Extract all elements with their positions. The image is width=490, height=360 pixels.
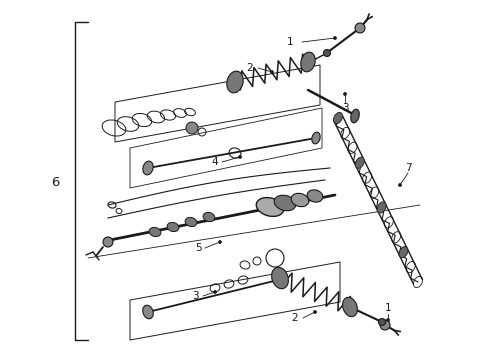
Ellipse shape — [351, 109, 359, 123]
Text: 5: 5 — [195, 243, 201, 253]
Circle shape — [398, 184, 401, 186]
Circle shape — [355, 23, 365, 33]
Text: 3: 3 — [192, 291, 198, 301]
Text: 2: 2 — [246, 63, 253, 73]
Circle shape — [380, 320, 390, 330]
Ellipse shape — [186, 122, 198, 134]
Ellipse shape — [399, 247, 408, 258]
Circle shape — [270, 71, 273, 73]
Ellipse shape — [307, 190, 323, 202]
Ellipse shape — [343, 297, 357, 317]
Ellipse shape — [274, 195, 296, 211]
Circle shape — [343, 93, 346, 95]
Circle shape — [214, 291, 217, 293]
Ellipse shape — [334, 112, 343, 123]
Circle shape — [334, 36, 337, 40]
Circle shape — [323, 49, 330, 57]
Ellipse shape — [291, 193, 309, 207]
Circle shape — [314, 310, 317, 314]
Text: 2: 2 — [292, 313, 298, 323]
Ellipse shape — [377, 202, 386, 213]
Circle shape — [219, 240, 221, 243]
Ellipse shape — [185, 217, 197, 226]
Circle shape — [378, 319, 386, 325]
Ellipse shape — [227, 71, 243, 93]
Circle shape — [103, 237, 113, 247]
Ellipse shape — [167, 222, 179, 231]
Ellipse shape — [203, 212, 215, 222]
Ellipse shape — [301, 52, 315, 72]
Circle shape — [387, 319, 390, 321]
Ellipse shape — [143, 161, 153, 175]
Text: 4: 4 — [212, 157, 219, 167]
Ellipse shape — [271, 267, 289, 289]
Circle shape — [239, 156, 242, 158]
Text: 1: 1 — [385, 303, 392, 313]
Text: 1: 1 — [287, 37, 294, 47]
Text: 7: 7 — [405, 163, 411, 173]
Ellipse shape — [143, 305, 153, 319]
Ellipse shape — [355, 157, 365, 168]
Ellipse shape — [149, 228, 161, 237]
Text: 6: 6 — [51, 176, 59, 189]
Ellipse shape — [256, 198, 284, 216]
Text: 3: 3 — [342, 103, 348, 113]
Ellipse shape — [312, 132, 320, 144]
